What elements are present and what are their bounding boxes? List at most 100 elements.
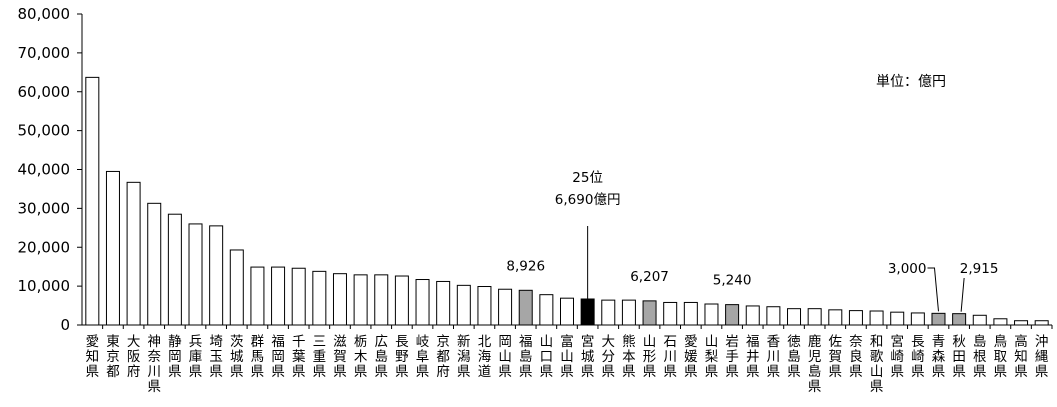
x-tick-label: 島根県 xyxy=(973,334,987,380)
y-tick-label: 0 xyxy=(60,316,70,334)
x-tick-label: 栃木県 xyxy=(354,334,368,380)
bar xyxy=(704,303,719,326)
x-tick-label: 三重県 xyxy=(313,334,327,380)
annotations: 8,926 25位 6,690億円 6,207 5,240 3,000 2,915 xyxy=(506,170,998,312)
x-tick-label: 宮城県 xyxy=(581,334,595,380)
x-tick-label: 茨城県 xyxy=(230,334,244,380)
bar xyxy=(456,284,471,326)
bar xyxy=(147,202,162,326)
x-tick-label: 佐賀県 xyxy=(829,334,843,380)
bar xyxy=(498,288,513,326)
x-tick-label: 岩手県 xyxy=(725,334,739,380)
bar xyxy=(828,309,843,326)
bar xyxy=(394,275,409,326)
x-tick-label: 秋田県 xyxy=(952,334,966,380)
y-tick-label: 80,000 xyxy=(18,5,71,23)
x-tick-label: 群馬県 xyxy=(251,334,265,380)
bar xyxy=(126,181,141,326)
x-tick-label: 熊本県 xyxy=(622,334,636,380)
x-tick-label: 北海道 xyxy=(478,334,492,380)
x-tick-label: 岐阜県 xyxy=(416,334,430,380)
bar xyxy=(436,280,451,326)
bar xyxy=(725,304,740,326)
x-tick-label: 神奈川県 xyxy=(147,334,161,395)
bar xyxy=(972,314,987,326)
x-tick-label: 福島県 xyxy=(519,334,533,380)
y-tick-label: 60,000 xyxy=(18,83,71,101)
y-tick-label: 70,000 xyxy=(18,44,71,62)
x-tick-label: 福岡県 xyxy=(271,334,285,380)
bar xyxy=(807,308,822,326)
bar xyxy=(621,299,636,326)
bar xyxy=(642,300,657,326)
x-tick-label: 和歌山県 xyxy=(870,334,884,395)
x-tick-label: 大分県 xyxy=(602,334,616,380)
x-tick-label: 山口県 xyxy=(540,334,554,380)
bar xyxy=(993,318,1008,326)
x-tick-label: 新潟県 xyxy=(457,334,471,380)
x-tick-label: 静岡県 xyxy=(168,334,182,380)
bar xyxy=(580,298,595,326)
bar xyxy=(848,310,863,326)
bar xyxy=(477,286,492,326)
data-label: 8,926 xyxy=(506,258,545,274)
data-label: 6,690億円 xyxy=(555,192,621,208)
bar xyxy=(188,223,203,326)
bar xyxy=(1034,320,1049,326)
bar xyxy=(518,289,533,326)
axes: 0 10,000 20,000 30,000 40,000 50,000 60,000 70,… xyxy=(18,5,1053,395)
bar xyxy=(766,306,781,326)
x-tick-label: 沖縄県 xyxy=(1035,334,1049,380)
bar xyxy=(910,312,925,326)
x-tick-label: 大阪府 xyxy=(127,334,141,380)
x-tick-label: 香川県 xyxy=(767,334,781,380)
bar xyxy=(952,313,967,326)
x-tick-label: 宮崎県 xyxy=(890,334,904,380)
bar xyxy=(539,294,554,326)
x-tick-label: 埼玉県 xyxy=(209,334,223,380)
bar xyxy=(560,297,574,326)
x-tick-label: 山形県 xyxy=(643,334,657,380)
y-tick-label: 50,000 xyxy=(18,122,71,140)
bar xyxy=(85,76,100,326)
x-tick-label: 山梨県 xyxy=(705,334,719,380)
bars xyxy=(85,76,1049,326)
bar xyxy=(291,267,306,326)
x-tick-label: 兵庫県 xyxy=(189,334,203,380)
bar xyxy=(745,305,760,326)
bar xyxy=(332,273,347,326)
bar xyxy=(353,274,368,326)
x-tick-label: 福井県 xyxy=(746,334,760,380)
leader-line xyxy=(927,267,939,312)
bar xyxy=(1014,320,1029,326)
bar xyxy=(415,279,430,326)
bar xyxy=(209,225,224,326)
x-tick-label: 愛媛県 xyxy=(684,334,698,380)
x-tick-label: 奈良県 xyxy=(849,334,863,380)
x-tick-label: 愛知県 xyxy=(86,334,100,380)
bar xyxy=(105,170,120,326)
y-tick-label: 20,000 xyxy=(18,238,71,256)
x-tick-label: 富山県 xyxy=(560,333,574,380)
data-label: 5,240 xyxy=(713,273,752,289)
x-tick-label: 徳島県 xyxy=(787,334,801,380)
x-tick-label: 東京都 xyxy=(106,334,120,380)
x-tick-label: 青森県 xyxy=(932,334,946,380)
bar xyxy=(271,266,286,326)
x-tick-label: 石川県 xyxy=(663,334,677,380)
data-label: 2,915 xyxy=(960,261,999,277)
bar xyxy=(787,308,802,326)
x-tick-label: 鳥取県 xyxy=(994,334,1008,380)
y-tick-label: 40,000 xyxy=(18,161,71,179)
bar xyxy=(683,301,698,326)
bar xyxy=(931,312,946,326)
bar xyxy=(250,266,265,326)
bar xyxy=(229,249,244,326)
x-tick-label: 千葉県 xyxy=(292,334,306,380)
bar xyxy=(312,270,327,326)
bar xyxy=(374,274,389,326)
bar xyxy=(869,310,884,326)
x-tick-label: 岡山県 xyxy=(498,334,512,380)
bar xyxy=(663,301,678,326)
